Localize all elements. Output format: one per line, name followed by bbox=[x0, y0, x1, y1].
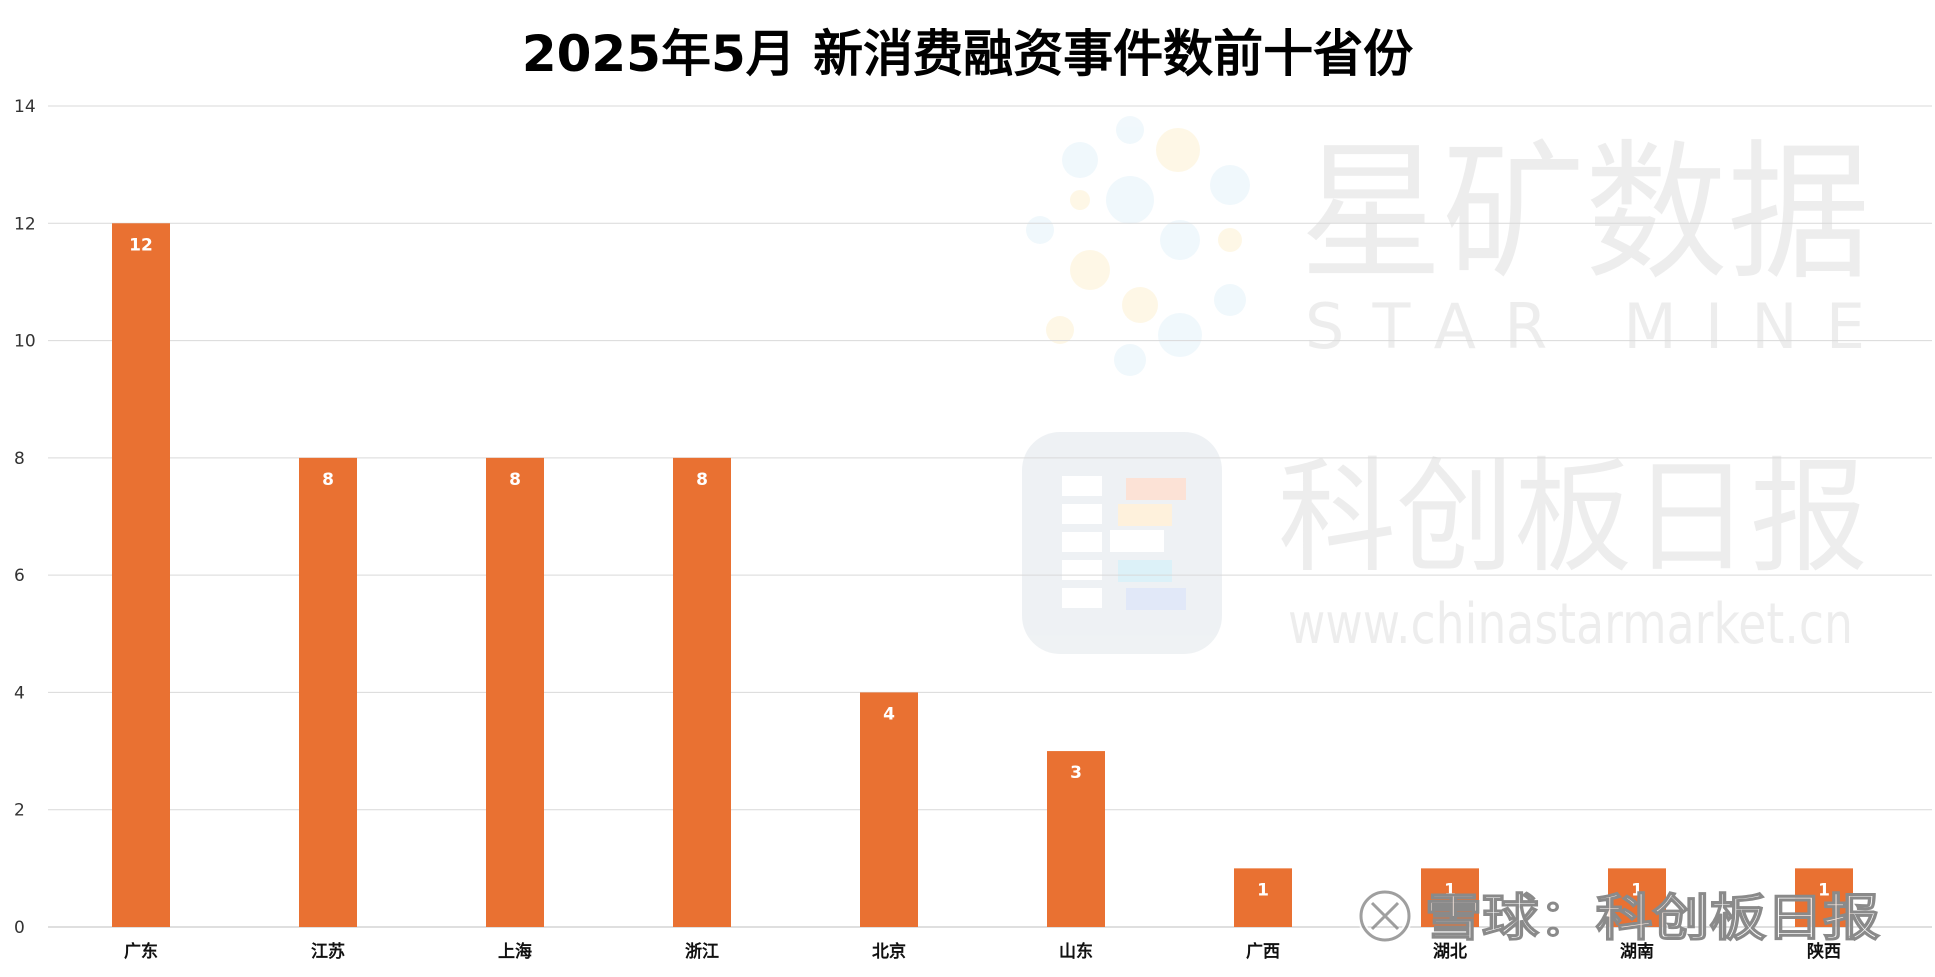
data-label: 1 bbox=[1631, 880, 1643, 900]
data-label: 8 bbox=[696, 470, 708, 490]
x-category-label: 湖北 bbox=[1433, 942, 1467, 962]
x-category-label: 上海 bbox=[498, 941, 532, 962]
x-category-label: 山东 bbox=[1059, 941, 1093, 962]
x-category-label: 陕西 bbox=[1807, 941, 1841, 962]
bars bbox=[112, 223, 1853, 928]
bar-4 bbox=[860, 692, 918, 927]
x-category-label: 广东 bbox=[124, 941, 158, 962]
data-label: 1 bbox=[1818, 880, 1830, 900]
y-tick-label: 10 bbox=[14, 332, 36, 352]
data-label: 8 bbox=[322, 470, 334, 490]
y-tick-label: 2 bbox=[14, 801, 25, 821]
x-category-label: 北京 bbox=[872, 941, 906, 962]
bar-9 bbox=[1795, 868, 1853, 927]
y-tick-label: 4 bbox=[14, 683, 25, 703]
y-axis-ticks: 0 2 4 6 8 10 12 14 bbox=[14, 97, 36, 938]
data-label: 8 bbox=[509, 470, 521, 490]
x-category-label: 湖南 bbox=[1620, 941, 1654, 962]
bar-0 bbox=[112, 223, 170, 928]
data-label: 12 bbox=[129, 235, 153, 255]
bar-6 bbox=[1234, 868, 1292, 927]
data-label: 3 bbox=[1070, 763, 1082, 783]
y-tick-label: 8 bbox=[14, 449, 25, 469]
y-tick-label: 6 bbox=[14, 566, 25, 586]
bar-3 bbox=[673, 457, 731, 927]
data-label: 4 bbox=[883, 704, 895, 724]
y-tick-label: 0 bbox=[14, 918, 25, 938]
x-category-label: 广西 bbox=[1246, 941, 1280, 962]
gridlines bbox=[48, 105, 1932, 928]
x-axis-categories: 广东 江苏 上海 浙江 北京 山东 广西 湖北 湖南 陕西 bbox=[124, 941, 1841, 962]
chart-title: 2025年5月 新消费融资事件数前十省份 bbox=[521, 25, 1414, 83]
bar-1 bbox=[299, 457, 357, 927]
bar-7 bbox=[1421, 868, 1479, 927]
y-tick-label: 12 bbox=[14, 214, 36, 234]
y-tick-label: 14 bbox=[14, 97, 36, 117]
x-category-label: 江苏 bbox=[311, 941, 345, 962]
bar-5 bbox=[1047, 751, 1105, 927]
bar-8 bbox=[1608, 868, 1666, 927]
data-label: 1 bbox=[1444, 880, 1456, 900]
data-label: 1 bbox=[1257, 880, 1269, 900]
bar-2 bbox=[486, 457, 544, 927]
x-category-label: 浙江 bbox=[685, 941, 719, 962]
data-labels: 12 8 8 8 4 3 1 1 1 1 bbox=[129, 235, 1830, 900]
